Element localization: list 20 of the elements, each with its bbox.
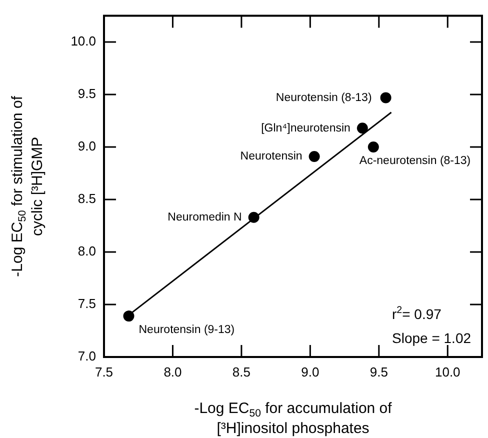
annotation: Ac-neurotensin (8-13) xyxy=(359,155,471,168)
annotation: [Gln⁴]neurotensin xyxy=(261,122,350,134)
annotation: Neuromedin N xyxy=(168,212,242,224)
x-tick-label: 8.5 xyxy=(232,364,250,380)
annotation: Neurotensin xyxy=(240,150,302,163)
y-tick-label: 8.0 xyxy=(78,244,96,259)
x-tick-label: 7.5 xyxy=(94,364,114,380)
x-tick-label: 9.5 xyxy=(370,364,388,380)
annotation: Slope = 1.02 xyxy=(392,330,472,346)
y-tick-label: 9.5 xyxy=(78,86,96,102)
annotation: Neurotensin (8-13) xyxy=(276,92,372,104)
y-tick-label: 8.5 xyxy=(78,191,96,206)
y-tick-label: 10.0 xyxy=(70,34,96,49)
x-tick-label: 8.0 xyxy=(164,364,182,380)
x-tick-label: 9.0 xyxy=(301,364,320,380)
y-tick-label: 9.0 xyxy=(78,138,96,154)
y-tick-label: 7.0 xyxy=(78,348,96,364)
annotation: Neurotensin (9-13) xyxy=(138,324,235,336)
x-tick-label: 10.0 xyxy=(434,364,460,380)
y-tick-label: 7.5 xyxy=(78,296,96,312)
